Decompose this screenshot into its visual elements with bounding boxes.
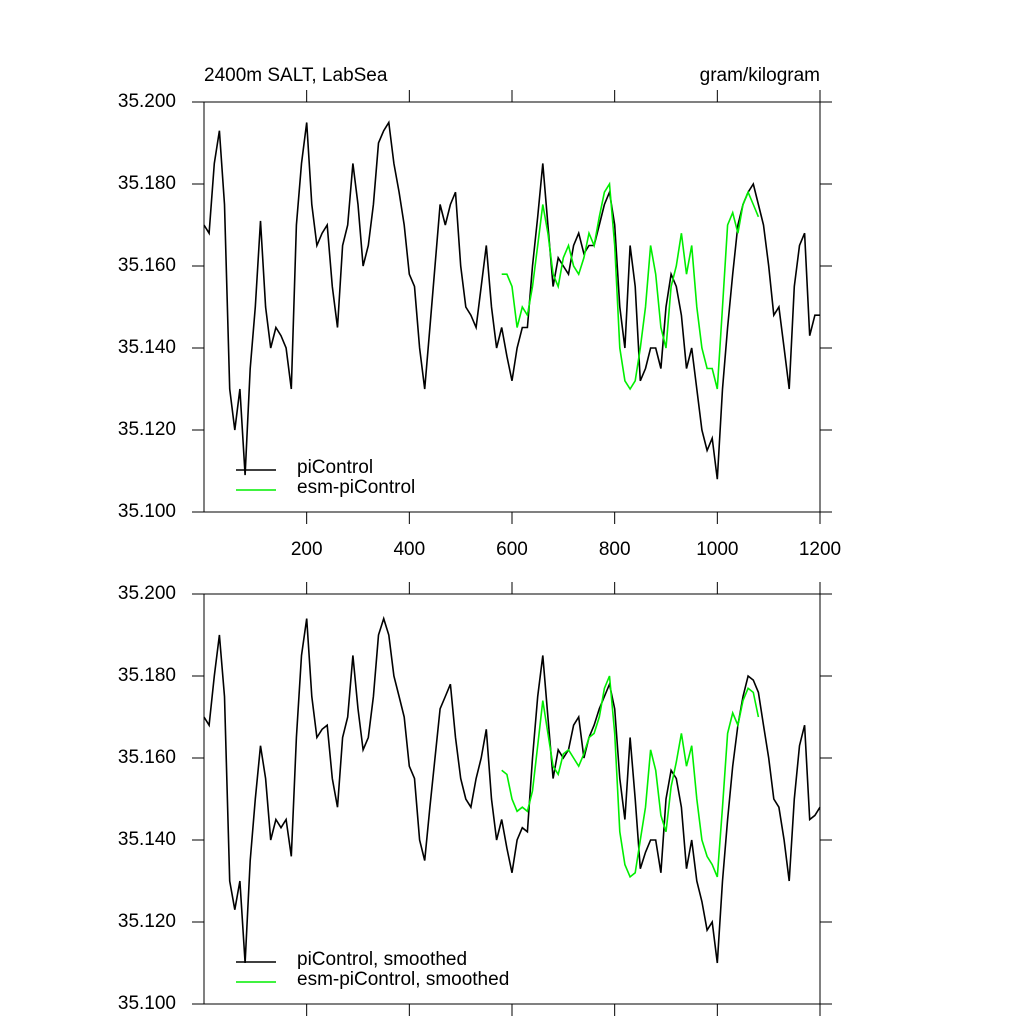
y-tick-label: 35.200 xyxy=(118,91,176,112)
legend-label: piControl, smoothed xyxy=(297,949,467,970)
plot-frame xyxy=(203,101,821,513)
x-tick-label: 400 xyxy=(393,539,425,560)
chart-title: 2400m SALT, LabSea xyxy=(204,65,388,86)
legend-label: esm-piControl xyxy=(297,477,415,498)
x-tick-label: 800 xyxy=(599,539,631,560)
series-line xyxy=(501,675,760,879)
x-tick-label: 600 xyxy=(496,539,528,560)
x-tick-label: 1000 xyxy=(696,539,738,560)
y-tick-label: 35.100 xyxy=(118,501,176,522)
series-line xyxy=(203,615,821,964)
y-tick-label: 35.160 xyxy=(118,255,176,276)
units-label: gram/kilogram xyxy=(700,65,820,86)
y-tick-label: 35.200 xyxy=(118,583,176,604)
x-tick-label: 1200 xyxy=(799,539,841,560)
y-tick-label: 35.140 xyxy=(118,829,176,850)
series-line xyxy=(501,181,760,391)
y-tick-label: 35.120 xyxy=(118,911,176,932)
series-line xyxy=(203,120,820,480)
y-tick-label: 35.140 xyxy=(118,337,176,358)
y-tick-label: 35.120 xyxy=(118,419,176,440)
y-tick-label: 35.180 xyxy=(118,665,176,686)
y-tick-label: 35.160 xyxy=(118,747,176,768)
legend-label: esm-piControl, smoothed xyxy=(297,969,509,990)
legend-label: piControl xyxy=(297,457,373,478)
y-tick-label: 35.100 xyxy=(118,993,176,1014)
x-tick-label: 200 xyxy=(291,539,323,560)
y-tick-label: 35.180 xyxy=(118,173,176,194)
